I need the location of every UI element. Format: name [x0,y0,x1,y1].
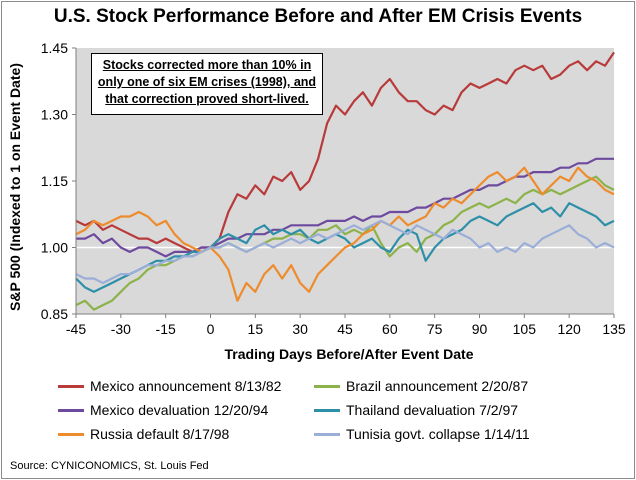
series-line-2 [76,157,614,258]
x-tick-label: 90 [472,321,488,337]
x-tick-label: 30 [292,321,308,337]
legend-item-brazil-1987: Brazil announcement 2/20/87 [314,378,528,394]
y-tick-labels: 0.85 1.00 1.15 1.30 1.45 [41,40,76,322]
x-tick-label: 120 [557,321,581,337]
source-note: Source: CYNICONOMICS, St. Louis Fed [10,460,209,472]
legend-label: Tunisia govt. collapse 1/14/11 [346,426,530,442]
legend-swatch [314,384,340,388]
legend-label: Russia default 8/17/98 [90,426,230,442]
y-tick-label: 1.30 [41,107,68,123]
chart-annotation: Stocks corrected more than 10% in only o… [91,53,323,115]
legend-swatch [58,408,84,412]
x-tick-label: 135 [602,321,626,337]
x-tick-label: 15 [248,321,264,337]
y-axis-label: S&P 500 (Indexed to 1 on Event Date) [7,63,24,311]
x-tick-label: 45 [337,321,353,337]
legend-label: Mexico announcement 8/13/82 [90,378,282,394]
y-tick-label: 1.45 [41,40,68,56]
legend-label: Brazil announcement 2/20/87 [346,378,529,394]
y-tick-label: 1.00 [41,240,68,256]
legend-item-thailand-1997: Thailand devaluation 7/2/97 [314,402,518,418]
x-tick-label: -15 [156,321,176,337]
series-line-1 [75,175,615,311]
legend-swatch [58,432,84,436]
x-tick-label: -45 [66,321,86,337]
series-line-5 [75,219,615,285]
legend-item-tunisia-2011: Tunisia govt. collapse 1/14/11 [314,426,530,442]
legend-label: Mexico devaluation 12/20/94 [90,402,269,418]
series-layer [75,51,615,311]
legend-swatch [314,432,340,436]
x-tick-label: 0 [207,321,215,337]
x-tick-label: -30 [111,321,131,337]
legend-item-russia-1998: Russia default 8/17/98 [58,426,229,442]
x-tick-labels: -45 -30 -15 0 15 30 45 60 75 90 105 120 135 [66,314,626,337]
y-axis-label-box: S&P 500 (Indexed to 1 on Event Date) [4,58,26,316]
legend-item-mexico-1994: Mexico devaluation 12/20/94 [58,402,268,418]
x-axis-label: Trading Days Before/After Event Date [224,346,474,362]
legend-swatch [58,384,84,388]
series-line-0 [75,51,615,253]
series-line-4 [75,166,615,302]
y-tick-label: 0.85 [41,306,68,322]
legend-label: Thailand devaluation 7/2/97 [346,402,519,418]
legend-item-mexico-1982: Mexico announcement 8/13/82 [58,378,281,394]
x-tick-label: 105 [513,321,537,337]
x-tick-label: 60 [382,321,398,337]
x-tick-label: 75 [427,321,443,337]
y-tick-label: 1.15 [41,173,68,189]
chart-title: U.S. Stock Performance Before and After … [53,6,583,27]
legend-swatch [314,408,340,412]
